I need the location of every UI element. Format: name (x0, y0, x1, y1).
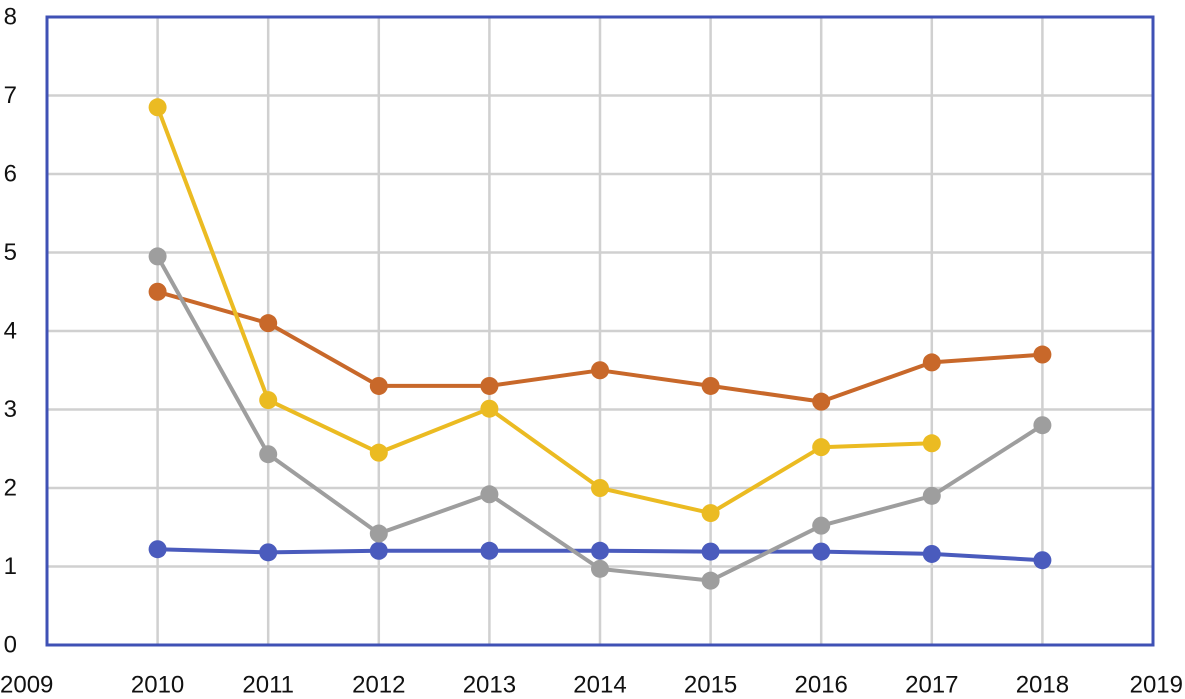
series-layer (148, 98, 1052, 590)
y-tick-label: 2 (4, 475, 17, 502)
y-tick-label: 6 (4, 161, 17, 188)
plot-area-border (45, 15, 1155, 647)
data-point (480, 376, 499, 395)
data-point (480, 541, 499, 560)
y-tick-label: 3 (4, 396, 17, 423)
series-3 (148, 247, 1052, 590)
data-point (591, 541, 609, 560)
data-point (259, 445, 278, 464)
x-axis-tick-labels: 2009 2010 2011 2012 2013 2014 2015 2016 2017 2018… (0, 672, 1183, 699)
data-point (369, 443, 388, 462)
x-tick-label: 2019 (1130, 672, 1183, 699)
x-tick-label: 2017 (905, 672, 958, 699)
x-tick-label: 2009 (0, 672, 53, 699)
data-point (480, 485, 499, 504)
data-point (922, 544, 941, 563)
data-point (148, 282, 167, 301)
data-point (922, 434, 941, 453)
x-tick-label: 2016 (795, 672, 848, 699)
data-point (812, 516, 831, 535)
series-1 (148, 540, 1052, 570)
y-tick-label: 7 (4, 82, 17, 109)
data-point (259, 391, 278, 410)
data-point (259, 314, 278, 333)
data-point (1033, 345, 1052, 364)
series-4 (148, 98, 941, 523)
data-point (591, 559, 609, 578)
data-point (922, 353, 941, 372)
x-tick-label: 2012 (352, 672, 405, 699)
data-point (1033, 551, 1052, 570)
data-point (369, 376, 388, 395)
x-tick-label: 2010 (131, 672, 184, 699)
data-point (812, 542, 831, 561)
data-point (369, 524, 388, 543)
y-tick-label: 1 (4, 553, 17, 580)
data-point (259, 543, 278, 562)
y-tick-label: 4 (4, 318, 17, 345)
x-tick-label: 2013 (463, 672, 516, 699)
y-tick-label: 5 (4, 239, 17, 266)
data-point (591, 479, 609, 497)
x-tick-label: 2011 (242, 672, 294, 699)
y-tick-label: 0 (4, 632, 17, 659)
x-tick-label: 2014 (573, 672, 626, 699)
y-axis-tick-labels: 0 1 2 3 4 5 6 7 8 (4, 4, 17, 659)
data-point (1033, 416, 1052, 435)
data-point (812, 392, 831, 411)
data-point (812, 438, 831, 457)
x-tick-label: 2018 (1016, 672, 1069, 699)
data-point (480, 399, 499, 418)
data-point (701, 504, 720, 523)
data-point (591, 361, 609, 380)
data-point (701, 542, 720, 561)
data-point (148, 98, 167, 117)
series-2 (148, 282, 1052, 411)
data-point (148, 540, 167, 559)
data-point (148, 247, 167, 266)
x-tick-label: 2015 (684, 672, 737, 699)
data-point (369, 541, 388, 560)
data-point (701, 571, 720, 590)
data-point (922, 486, 941, 505)
y-tick-label: 8 (4, 4, 17, 31)
data-point (701, 376, 720, 395)
gridlines (47, 17, 1153, 645)
series-line (155, 106, 932, 516)
